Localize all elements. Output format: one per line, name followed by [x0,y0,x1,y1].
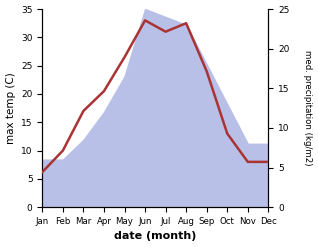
Y-axis label: max temp (C): max temp (C) [5,72,16,144]
X-axis label: date (month): date (month) [114,231,197,242]
Y-axis label: med. precipitation (kg/m2): med. precipitation (kg/m2) [303,50,313,166]
